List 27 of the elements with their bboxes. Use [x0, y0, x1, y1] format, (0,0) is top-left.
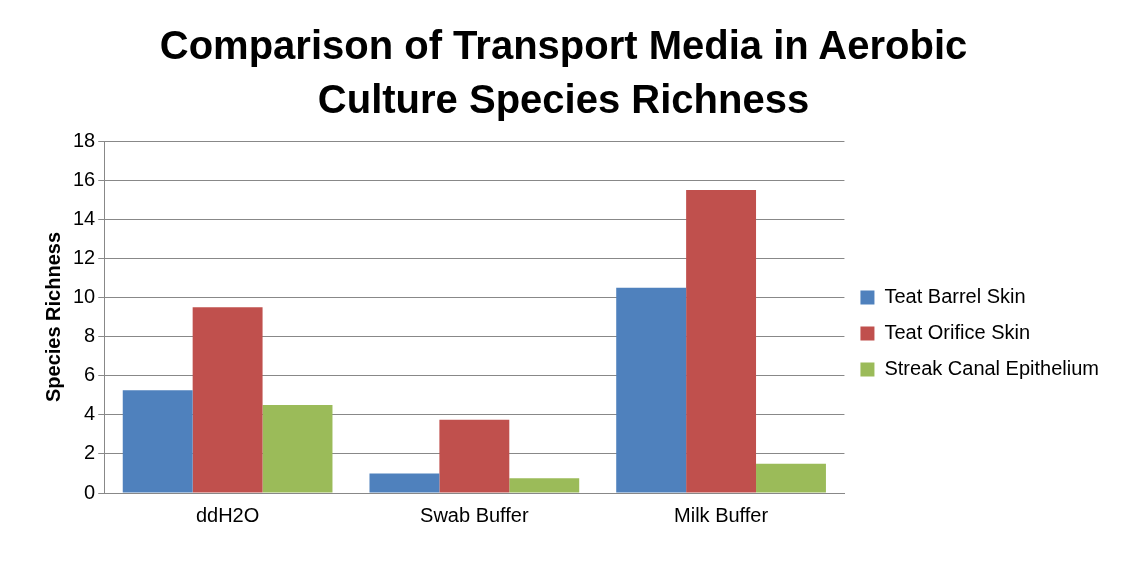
bar [369, 473, 440, 493]
bar [756, 463, 826, 493]
y-tick-label: 2 [84, 441, 96, 464]
x-tick-label: ddH2O [195, 503, 260, 526]
bar [509, 478, 580, 493]
y-tick-label: 10 [73, 284, 96, 307]
bar [192, 307, 263, 493]
y-tick-label: 12 [73, 245, 96, 268]
x-tick-label: Swab Buffer [420, 503, 529, 526]
bar [122, 390, 193, 493]
bar [262, 405, 333, 493]
y-tick-label: 0 [84, 480, 96, 503]
chart-title: Comparison of Transport Media in Aerobic Culture Species Richness [158, 22, 969, 123]
bar [686, 189, 757, 493]
y-axis-title: Species Richness [41, 231, 64, 403]
legend-label: Teat Orifice Skin [884, 321, 1031, 344]
legend-label: Teat Barrel Skin [884, 285, 1026, 308]
x-tick-label: Milk Buffer [674, 503, 769, 526]
y-tick-label: 14 [73, 206, 96, 229]
y-tick-label: 18 [73, 128, 96, 151]
y-tick-label: 4 [84, 402, 96, 425]
bar [439, 419, 510, 493]
legend-label: Streak Canal Epithelium [884, 357, 1100, 380]
y-tick-label: 16 [73, 167, 96, 190]
y-tick-label: 8 [84, 324, 96, 347]
bar [616, 287, 687, 493]
y-tick-label: 6 [84, 363, 96, 386]
